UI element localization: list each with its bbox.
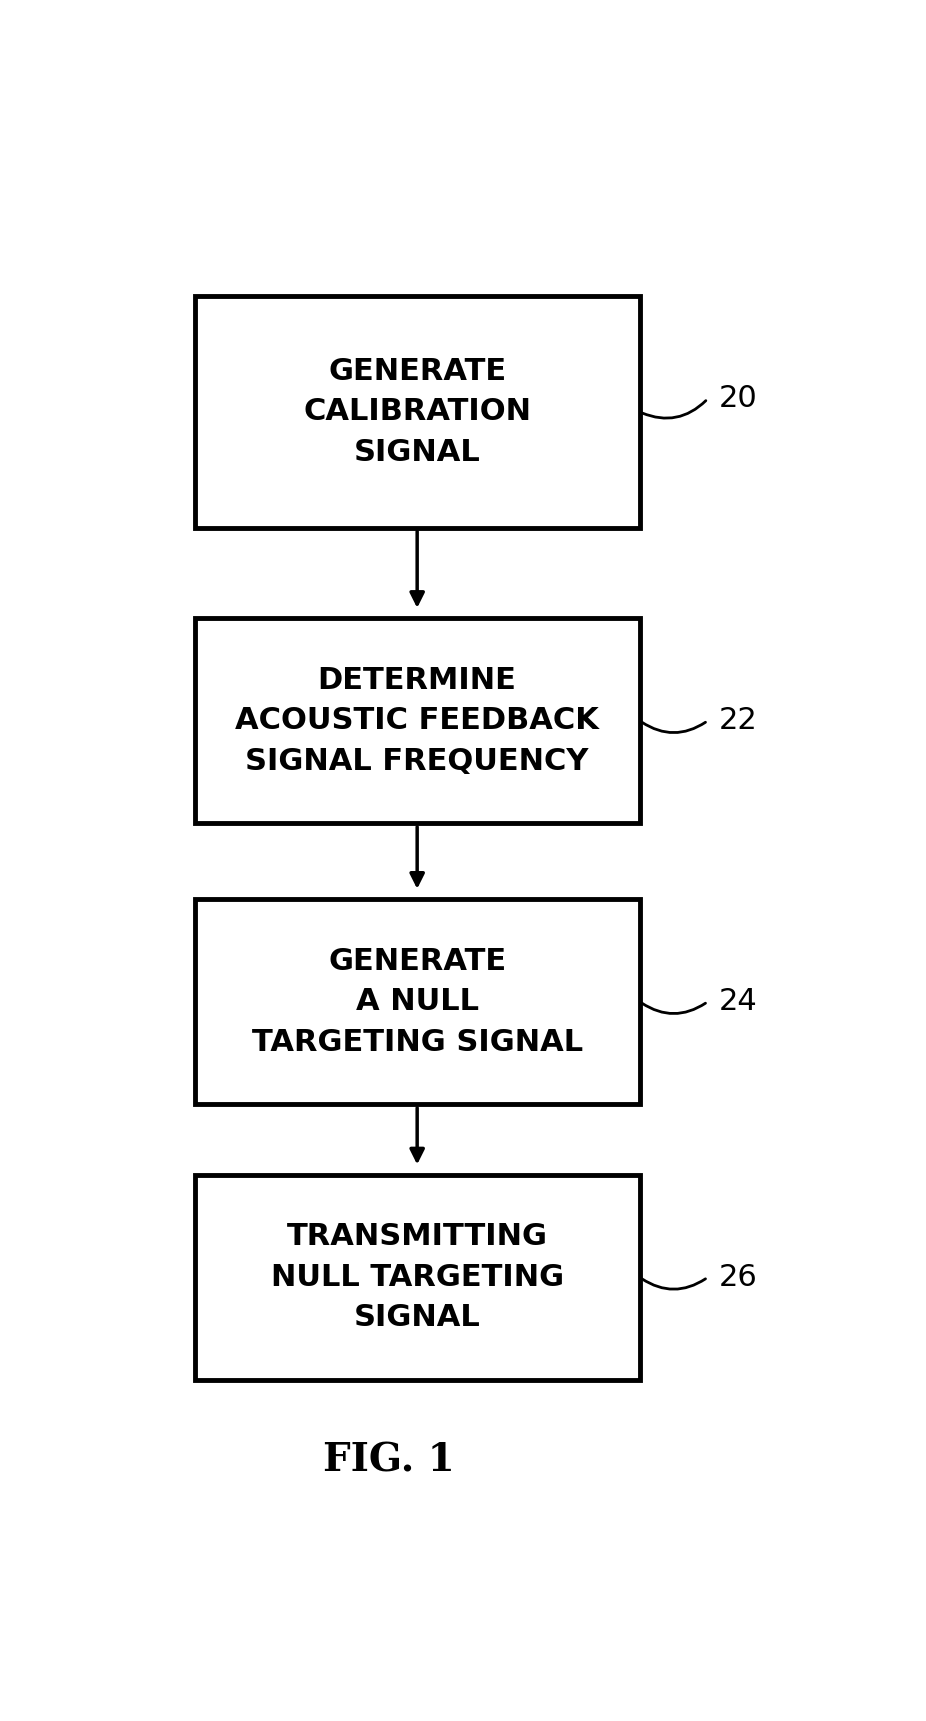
Bar: [194, 618, 640, 823]
Bar: [194, 296, 640, 528]
Bar: [194, 1174, 640, 1380]
Text: TRANSMITTING
NULL TARGETING
SIGNAL: TRANSMITTING NULL TARGETING SIGNAL: [270, 1222, 564, 1332]
Bar: [194, 898, 640, 1105]
Text: 22: 22: [719, 706, 757, 735]
Text: GENERATE
A NULL
TARGETING SIGNAL: GENERATE A NULL TARGETING SIGNAL: [252, 947, 582, 1057]
Text: 24: 24: [719, 988, 757, 1015]
Text: 26: 26: [719, 1263, 757, 1292]
Text: GENERATE
CALIBRATION
SIGNAL: GENERATE CALIBRATION SIGNAL: [303, 356, 532, 466]
Text: 20: 20: [719, 384, 757, 413]
Text: DETERMINE
ACOUSTIC FEEDBACK
SIGNAL FREQUENCY: DETERMINE ACOUSTIC FEEDBACK SIGNAL FREQU…: [235, 666, 599, 776]
Text: FIG. 1: FIG. 1: [322, 1440, 455, 1478]
